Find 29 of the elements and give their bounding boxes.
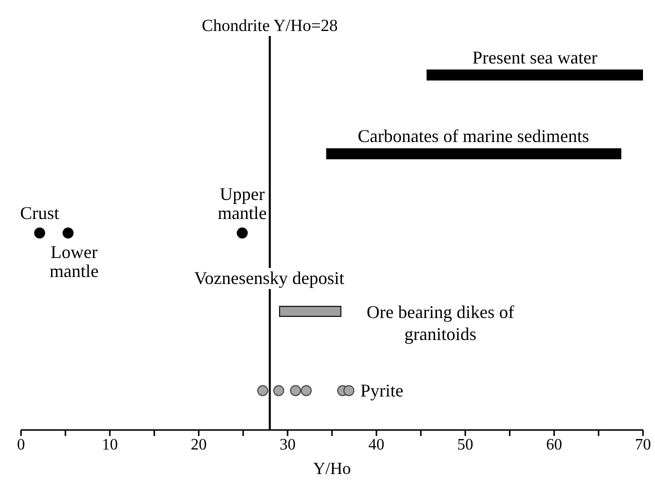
point	[343, 385, 354, 396]
point	[300, 385, 312, 396]
point	[34, 228, 46, 238]
series-label: Upper mantle	[218, 184, 267, 223]
point	[273, 385, 284, 396]
x-tick-label: 50	[457, 436, 474, 454]
x-axis-title: Y/Ho	[313, 459, 351, 478]
point	[236, 228, 248, 238]
x-tick-label: 10	[102, 436, 118, 454]
bar	[326, 148, 622, 160]
y-tick-label: Present sea water	[472, 47, 598, 68]
x-tick-label: 0	[17, 436, 25, 454]
y-tick-label: Carbonates of marine sediments	[358, 126, 590, 146]
point	[257, 385, 268, 396]
point	[290, 385, 302, 396]
x-tick-label: 70	[635, 436, 651, 454]
series-label: Crust	[20, 203, 60, 223]
y-tick-label: Pyrite	[360, 380, 404, 401]
series-label: Lower mantle	[50, 242, 99, 281]
annotation: Voznesensky deposit	[192, 268, 346, 290]
point	[62, 228, 74, 238]
bar	[279, 306, 342, 317]
bar	[426, 70, 643, 80]
x-tick-label: 40	[368, 436, 384, 454]
x-tick-label: 60	[546, 436, 562, 454]
ref-line-label: Chondrite Y/Ho=28	[202, 16, 338, 35]
x-tick-label: 30	[280, 436, 296, 454]
y-tick-label: Ore bearing dikes of granitoids	[366, 302, 514, 344]
x-tick-label: 20	[190, 436, 207, 454]
